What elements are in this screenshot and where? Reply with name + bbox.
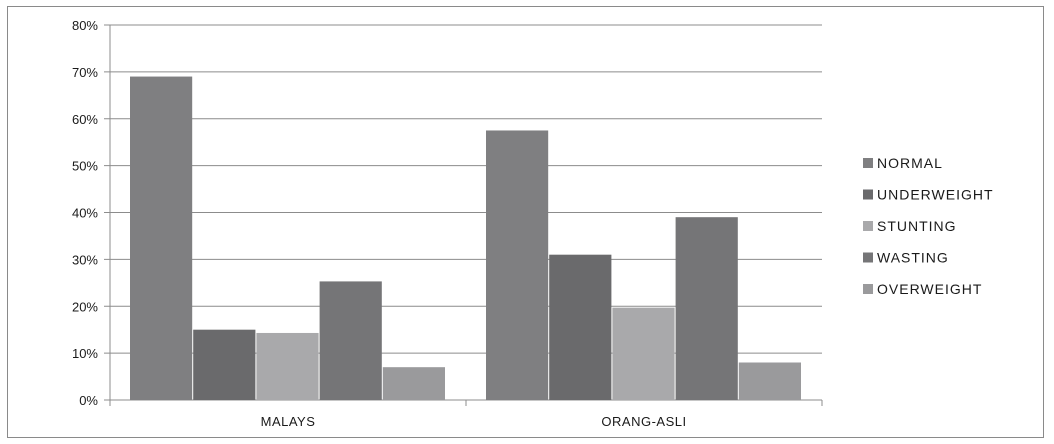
y-tick-label: 10% [72, 346, 98, 361]
legend-label: OVERWEIGHT [877, 281, 982, 297]
legend-swatch [863, 158, 873, 168]
legend-label: STUNTING [877, 218, 957, 234]
bar-wasting-malays [319, 281, 382, 400]
y-tick-label: 30% [72, 252, 98, 267]
y-axis-ticks: 0% 10% 20% 30% 40% 50% 60% 70% 80% [72, 18, 98, 408]
legend-swatch [863, 221, 873, 231]
bar-overweight-orang-asli [738, 362, 801, 400]
x-category-label: MALAYS [261, 414, 316, 429]
legend-label: WASTING [877, 250, 949, 266]
bar-underweight-malays [193, 329, 256, 400]
legend-swatch [863, 189, 873, 200]
bar-normal-malays [130, 76, 193, 400]
bar-wasting-orang-asli [675, 217, 738, 400]
y-tick-label: 70% [72, 65, 98, 80]
x-axis-categories: MALAYS ORANG-ASLI [261, 414, 686, 429]
y-tick-label: 0% [79, 393, 98, 408]
legend-label: UNDERWEIGHT [877, 187, 994, 203]
legend: NORMAL UNDERWEIGHT STUNTING WASTING OVERWEIG… [863, 155, 994, 297]
y-tick-label: 60% [72, 112, 98, 127]
bar-stunting-orang-asli [612, 307, 675, 400]
y-tick-label: 40% [72, 206, 98, 221]
y-tick-label: 20% [72, 299, 98, 314]
bar-underweight-orang-asli [549, 254, 612, 400]
bars [130, 76, 801, 400]
x-category-label: ORANG-ASLI [601, 414, 686, 429]
legend-swatch [863, 252, 873, 263]
bar-normal-orang-asli [486, 130, 549, 400]
y-tick-label: 50% [72, 159, 98, 174]
y-tick-label: 80% [72, 18, 98, 33]
legend-label: NORMAL [877, 155, 943, 171]
bar-stunting-malays [256, 332, 319, 400]
legend-swatch [863, 284, 873, 294]
bar-overweight-malays [382, 367, 445, 400]
